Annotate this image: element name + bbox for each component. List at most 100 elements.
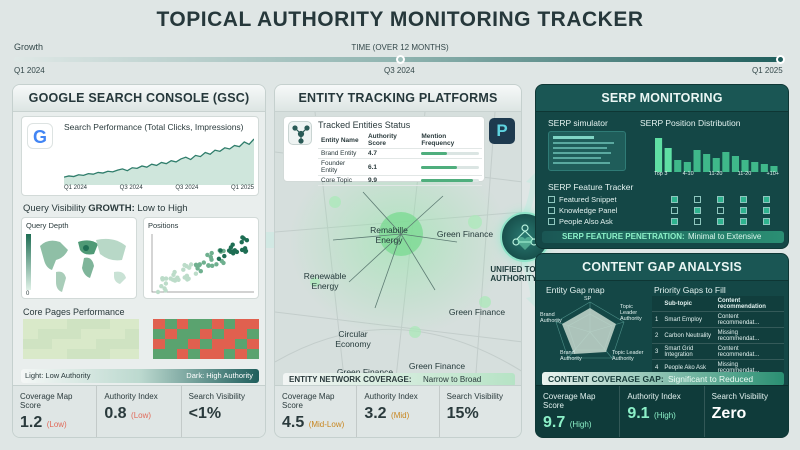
radar-label: SP	[584, 296, 592, 302]
serp-simulator-preview[interactable]	[548, 131, 626, 171]
position-point	[160, 276, 165, 281]
serp-feature-row: Knowledge Panel	[548, 205, 780, 216]
heat-cell	[153, 339, 165, 349]
heat-cell	[23, 319, 38, 329]
heat-cell	[124, 339, 139, 349]
entity-node[interactable]: Green Finance	[408, 361, 466, 371]
entity-row[interactable]: Founder Entity 6.1	[318, 158, 482, 176]
heat-cell	[153, 349, 165, 359]
entity-gap-map-title: Entity Gap map	[546, 285, 605, 295]
timeline-end-marker[interactable]	[776, 55, 785, 64]
search-performance-card[interactable]: G Search Performance (Total Clicks, Impr…	[21, 116, 259, 196]
heat-cell	[110, 339, 125, 349]
gsc-stat: Coverage Map Score 1.2 (Low)	[13, 386, 98, 437]
heat-cell	[52, 349, 67, 359]
entity-node[interactable]: Remabille Energy	[370, 225, 408, 245]
position-point	[172, 269, 177, 275]
core-pages-heatmap-high	[153, 319, 259, 359]
timeline-end: Q1 2025	[752, 66, 783, 75]
entity-row[interactable]: Brand Entity 4.7	[318, 148, 482, 159]
heat-cell	[164, 319, 177, 329]
gap-row[interactable]: 4 People Ako Ask Missing recommendat...	[652, 359, 784, 376]
feature-checkbox[interactable]	[548, 218, 555, 225]
heat-cell	[95, 339, 110, 349]
depth-zero: 0	[26, 291, 30, 297]
gsc-stat: Authority Index 0.8 (Low)	[97, 386, 182, 437]
serp-bar	[693, 150, 701, 172]
serp-penetration-bar: SERP FEATURE PENETRATION: Minimal to Ext…	[542, 231, 784, 243]
position-point	[214, 262, 219, 267]
heat-cell	[235, 339, 248, 349]
serp-feature-tracker: Featured Snippet Knowledge Panel People Al…	[548, 194, 780, 227]
heat-cell	[110, 329, 125, 339]
gap-row[interactable]: 2 Carbon Neutrality Missing recommendat...	[652, 327, 784, 344]
heat-cell	[188, 329, 201, 339]
position-point	[239, 240, 244, 245]
heat-cell	[200, 339, 212, 349]
feature-checkbox[interactable]	[548, 196, 555, 203]
entity-node[interactable]: Renewable Energy	[303, 271, 347, 291]
gap-row[interactable]: 3 Smart Grid Integration Content recommend…	[652, 343, 784, 360]
heat-cell	[211, 329, 224, 339]
authority-legend: Light: Low Authority Dark: High Authorit…	[21, 369, 259, 383]
query-depth-card[interactable]: Query Depth 0	[21, 217, 137, 299]
tracked-entities-table: Entity Name Authority Score Mention Freque…	[318, 132, 482, 186]
tracked-entities-card[interactable]: Tracked Entities Status Entity Name Autho…	[283, 116, 485, 186]
feature-status-check	[740, 207, 747, 214]
entity-node[interactable]: Green Finance	[448, 307, 506, 317]
tracked-entities-title: Tracked Entities Status	[318, 120, 411, 130]
content-coverage-bar: CONTENT COVERAGE GAP: Significant to Red…	[542, 372, 784, 386]
heat-cell	[247, 339, 259, 349]
timeline-mid-marker[interactable]	[396, 55, 405, 64]
entity-stats: Coverage Map Score 4.5 (Mid-Low) Authorit…	[275, 385, 521, 437]
position-point	[205, 252, 210, 258]
entity-gap-radar	[555, 301, 625, 359]
positions-card[interactable]: Positions	[143, 217, 259, 299]
position-point	[206, 263, 211, 268]
growth-label: Growth	[14, 42, 44, 52]
feature-checkbox[interactable]	[548, 207, 555, 214]
serp-feature-row: People Also Ask	[548, 216, 780, 227]
entity-row[interactable]: Core Topic 9.9	[318, 175, 482, 186]
entity-node[interactable]: Green Finance	[436, 229, 494, 239]
position-point	[170, 277, 176, 282]
gap-row[interactable]: 1 Smart Employ Content recommendat...	[652, 311, 784, 328]
heat-cell	[124, 319, 139, 329]
heat-cell	[211, 339, 224, 349]
heat-cell	[52, 339, 67, 349]
feature-status-check	[740, 218, 747, 225]
serp-title: SERP MONITORING	[536, 85, 788, 112]
heat-cell	[200, 329, 212, 339]
heat-cell	[52, 319, 67, 329]
position-point	[188, 262, 194, 267]
heat-cell	[200, 349, 212, 359]
positions-scatter	[151, 234, 254, 295]
serp-bar	[674, 160, 682, 172]
perf-tick: Q1 2025	[230, 185, 254, 191]
priority-gaps-title: Priority Gaps to Fill	[654, 285, 726, 295]
position-point	[182, 262, 187, 268]
feature-status-check	[763, 218, 770, 225]
radar-label: Brand Authority	[540, 312, 562, 324]
position-point	[162, 286, 167, 291]
gsc-panel: GOOGLE SEARCH CONSOLE (GSC) G Search Per…	[12, 84, 266, 438]
heat-cell	[247, 349, 259, 359]
perf-tick: Q3 2024	[175, 185, 199, 191]
entity-node[interactable]: Green Finance	[336, 367, 394, 377]
heat-cell	[37, 329, 52, 339]
entity-node[interactable]: Circular Economy	[335, 329, 371, 349]
serp-feature-title: SERP Feature Tracker	[548, 182, 634, 192]
mention-frequency-bar	[421, 179, 474, 182]
heat-cell	[235, 349, 248, 359]
heat-cell	[223, 319, 236, 329]
feature-status-check	[717, 196, 724, 203]
feature-status-check	[671, 207, 678, 214]
position-point	[197, 263, 202, 268]
position-point	[234, 249, 240, 255]
serp-bar	[731, 156, 739, 172]
heat-cell	[23, 329, 38, 339]
gap-stats: Coverage Map Score 9.7 (High) Authority I…	[536, 385, 788, 437]
heat-cell	[200, 319, 212, 329]
page-title: TOPICAL AUTHORITY MONITORING TRACKER	[156, 8, 644, 31]
heat-cell	[235, 319, 248, 329]
